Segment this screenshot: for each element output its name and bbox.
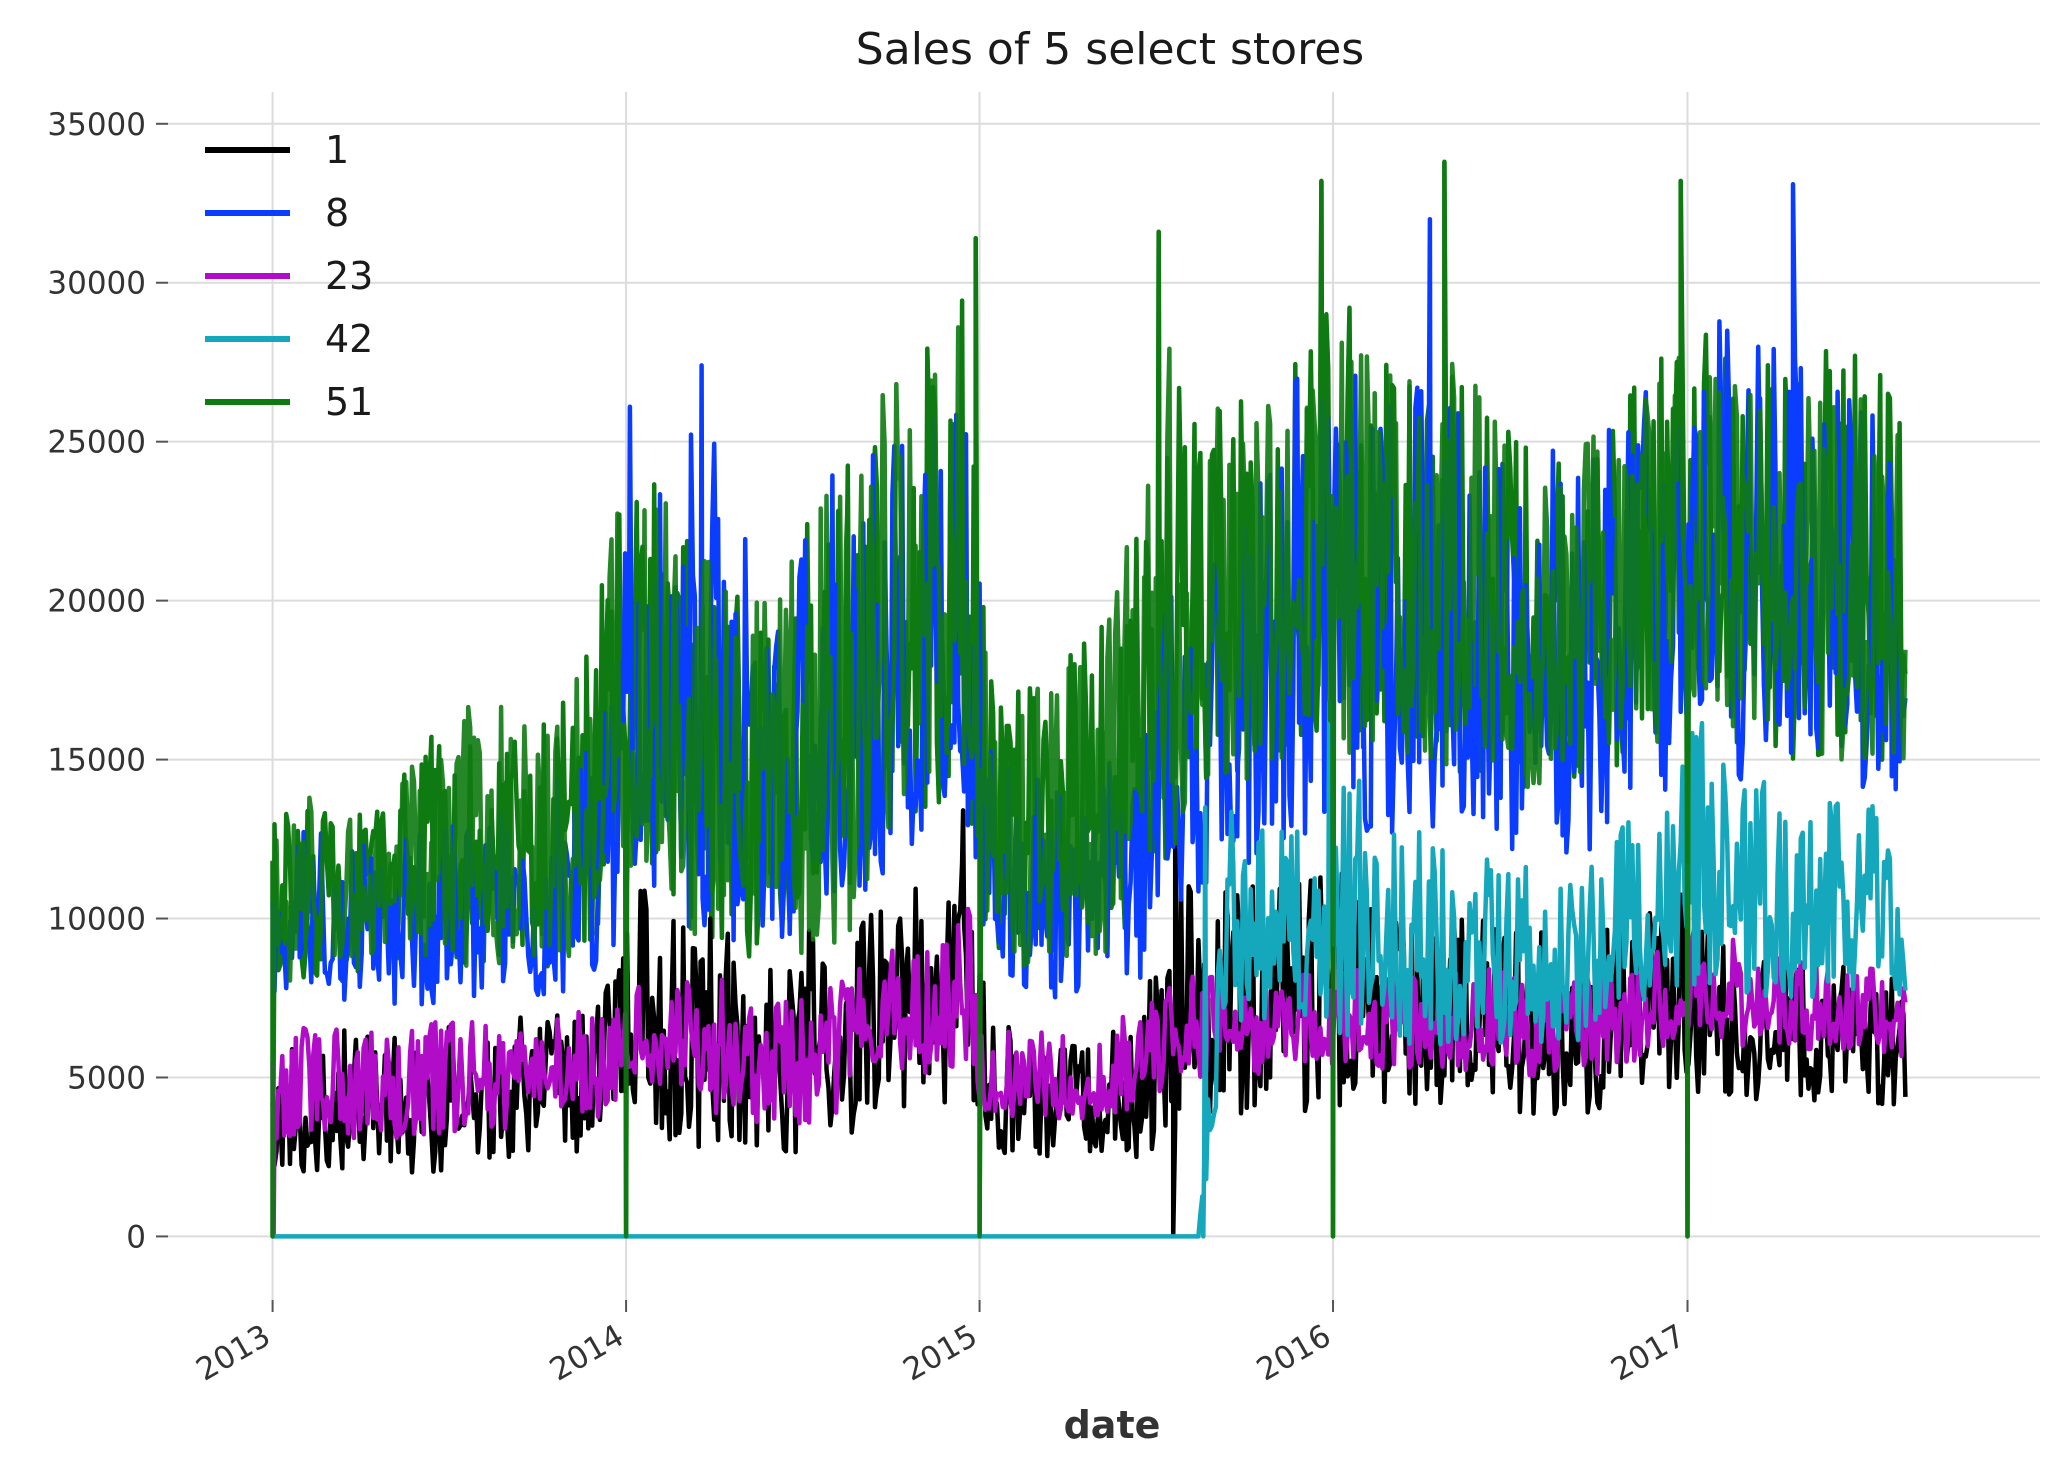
y-tick-label: 25000 — [47, 425, 146, 461]
chart-title: Sales of 5 select stores — [856, 24, 1364, 75]
plot-area — [270, 159, 1908, 1239]
legend-label: 8 — [325, 191, 349, 235]
y-tick-label: 10000 — [47, 902, 146, 938]
x-tick-label: 2015 — [897, 1318, 983, 1389]
x-tick-label: 2014 — [544, 1318, 630, 1389]
x-tick-label: 2013 — [190, 1318, 276, 1389]
series-line-42 — [272, 700, 1908, 1239]
x-tick-label: 2016 — [1251, 1318, 1337, 1389]
legend-label: 1 — [325, 128, 349, 172]
y-tick-label: 5000 — [67, 1060, 146, 1096]
legend: 1 8 23 42 51 — [205, 128, 373, 424]
x-axis-label: date — [1064, 1403, 1161, 1447]
y-axis: 0 5000 10000 15000 20000 25000 30000 35000 — [47, 107, 168, 1255]
legend-label: 42 — [325, 317, 373, 361]
x-axis: 2013 2014 2015 2016 2017 — [190, 1300, 1691, 1388]
series-line-23 — [270, 906, 1908, 1239]
legend-label: 51 — [325, 380, 373, 424]
y-tick-label: 20000 — [47, 584, 146, 620]
x-tick-label: 2017 — [1605, 1318, 1691, 1389]
y-tick-label: 35000 — [47, 107, 146, 143]
y-tick-label: 0 — [126, 1219, 146, 1255]
y-tick-label: 15000 — [47, 743, 146, 779]
series-line-51 — [270, 159, 1908, 1239]
legend-label: 23 — [325, 254, 373, 298]
y-tick-label: 30000 — [47, 266, 146, 302]
